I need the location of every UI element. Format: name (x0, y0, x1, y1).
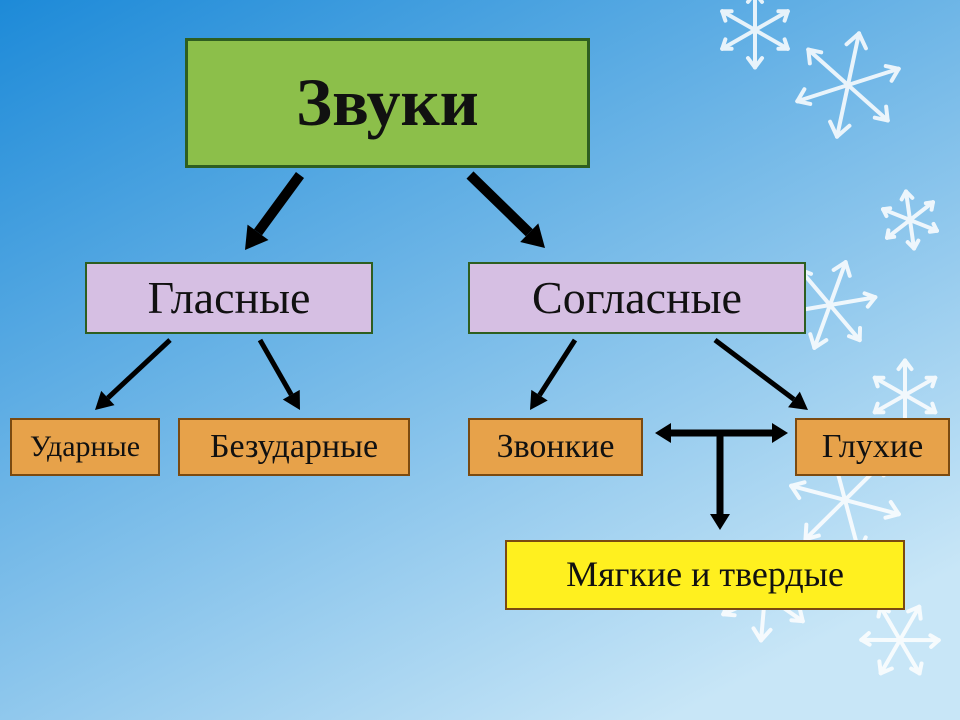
node-unvoiced-label: Глухие (822, 429, 923, 465)
node-stressed: Ударные (10, 418, 160, 476)
node-consonants-label: Согласные (532, 274, 742, 322)
node-unstressed-label: Безударные (210, 429, 378, 465)
node-softhard: Мягкие и твердые (505, 540, 905, 610)
node-consonants: Согласные (468, 262, 806, 334)
node-stressed-label: Ударные (30, 431, 140, 463)
node-softhard-label: Мягкие и твердые (566, 556, 844, 594)
node-unstressed: Безударные (178, 418, 410, 476)
node-root-label: Звуки (296, 67, 479, 138)
node-root: Звуки (185, 38, 590, 168)
node-vowels: Гласные (85, 262, 373, 334)
node-vowels-label: Гласные (148, 274, 311, 322)
node-voiced: Звонкие (468, 418, 643, 476)
node-unvoiced: Глухие (795, 418, 950, 476)
node-voiced-label: Звонкие (497, 429, 615, 465)
diagram-stage: Звуки Гласные Согласные Ударные Безударн… (0, 0, 960, 720)
